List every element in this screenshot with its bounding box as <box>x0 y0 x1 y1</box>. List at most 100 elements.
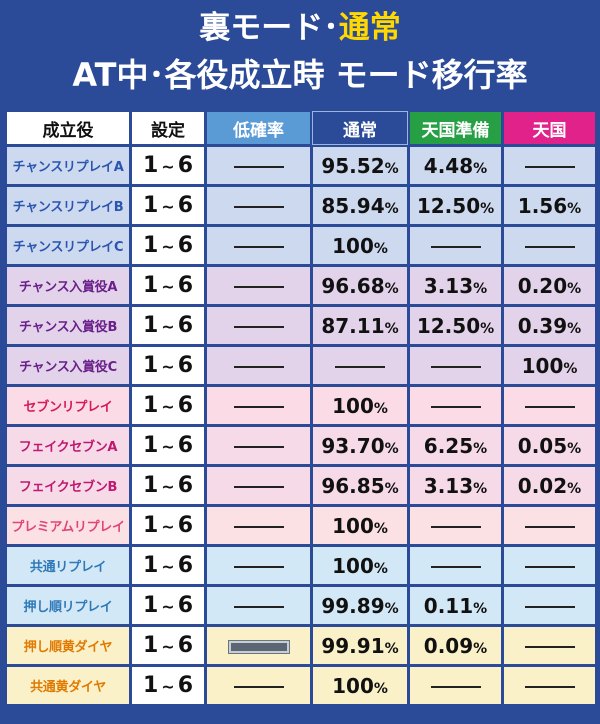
range-separator: ~ <box>161 637 175 656</box>
setting-to: 6 <box>177 273 194 298</box>
cell-name: チャンスリプレイB <box>7 187 129 224</box>
dash-mark <box>524 406 575 408</box>
setting-from: 1 <box>142 473 159 498</box>
table-row: チャンスリプレイA 1 ~6 95.52% 4.48% <box>7 147 595 184</box>
cell-low <box>207 627 310 664</box>
setting-to: 6 <box>177 673 194 698</box>
table-row: 押し順黄ダイヤ 1 ~6 99.91% 0.09% <box>7 627 595 664</box>
cell-heaven: 0.39% <box>504 307 595 344</box>
cell-value: 99.91 <box>321 633 385 658</box>
cell-low <box>207 667 310 704</box>
table-row: フェイクセブンA 1 ~6 93.70% 6.25% 0.05% <box>7 427 595 464</box>
dash-mark <box>430 406 481 408</box>
cell-value: 0.09 <box>423 633 474 658</box>
setting-from: 1 <box>142 233 159 258</box>
setting-from: 1 <box>142 313 159 338</box>
cell-heaven <box>504 507 595 544</box>
percent-sign: % <box>473 600 488 617</box>
cell-heaven: 0.02% <box>504 467 595 504</box>
setting-from: 1 <box>142 193 159 218</box>
cell-name: 押し順黄ダイヤ <box>7 627 129 664</box>
cell-setting: 1 ~6 <box>132 267 204 304</box>
cell-normal <box>313 347 407 384</box>
cell-heaven: 0.20% <box>504 267 595 304</box>
cell-value: 4.48 <box>423 153 474 178</box>
cell-normal: 100% <box>313 547 407 584</box>
cell-heaven <box>504 547 595 584</box>
range-separator: ~ <box>161 477 175 496</box>
cell-value: 100 <box>521 353 564 378</box>
cell-prep <box>410 227 501 264</box>
dash-mark <box>233 526 284 528</box>
cell-value: 93.70 <box>321 433 385 458</box>
percent-sign: % <box>473 160 488 177</box>
percent-sign: % <box>567 480 582 497</box>
cell-normal: 99.91% <box>313 627 407 664</box>
dash-mark <box>233 166 284 168</box>
cell-value: 3.13 <box>423 273 474 298</box>
range-separator: ~ <box>161 437 175 456</box>
percent-sign: % <box>473 640 488 657</box>
table-row: チャンス入賞役B 1 ~6 87.11% 12.50% 0.39% <box>7 307 595 344</box>
cell-setting: 1 ~6 <box>132 347 204 384</box>
cell-prep <box>410 507 501 544</box>
cell-prep <box>410 667 501 704</box>
cell-setting: 1 ~6 <box>132 547 204 584</box>
cell-value: 12.50 <box>416 313 481 338</box>
cell-normal: 85.94% <box>313 187 407 224</box>
percent-sign: % <box>384 320 399 337</box>
cell-normal: 87.11% <box>313 307 407 344</box>
setting-from: 1 <box>142 673 159 698</box>
cell-name: 共通リプレイ <box>7 547 129 584</box>
cell-normal: 95.52% <box>313 147 407 184</box>
table-header-row: 成立役 設定 低確率 通常 天国準備 天国 <box>7 111 595 145</box>
page-title: 裏モード･通常 AT中･各役成立時 モード移行率 <box>0 0 600 108</box>
range-separator: ~ <box>161 357 175 376</box>
header-setting: 設定 <box>132 112 204 144</box>
cell-setting: 1 ~6 <box>132 467 204 504</box>
setting-to: 6 <box>177 433 194 458</box>
cell-heaven: 0.05% <box>504 427 595 464</box>
cell-prep: 3.13% <box>410 467 501 504</box>
mode-transition-table: 成立役 設定 低確率 通常 天国準備 天国 チャンスリプレイA 1 ~6 95.52%… <box>4 109 598 707</box>
cell-prep <box>410 387 501 424</box>
setting-to: 6 <box>177 473 194 498</box>
cell-normal: 100% <box>313 227 407 264</box>
percent-sign: % <box>384 600 399 617</box>
header-low: 低確率 <box>207 112 310 144</box>
cell-low <box>207 347 310 384</box>
setting-to: 6 <box>177 153 194 178</box>
header-prep: 天国準備 <box>410 112 501 144</box>
percent-sign: % <box>384 640 399 657</box>
range-separator: ~ <box>161 397 175 416</box>
percent-sign: % <box>480 320 495 337</box>
range-separator: ~ <box>161 677 175 696</box>
cell-setting: 1 ~6 <box>132 227 204 264</box>
dash-mark <box>430 566 481 568</box>
setting-from: 1 <box>142 513 159 538</box>
table-row: チャンス入賞役C 1 ~6 100% <box>7 347 595 384</box>
percent-sign: % <box>384 200 399 217</box>
cell-heaven <box>504 147 595 184</box>
setting-to: 6 <box>177 353 194 378</box>
cell-prep <box>410 547 501 584</box>
cell-value: 96.85 <box>321 473 385 498</box>
percent-sign: % <box>373 560 388 577</box>
cell-prep: 12.50% <box>410 187 501 224</box>
cell-value: 6.25 <box>423 433 474 458</box>
range-separator: ~ <box>161 517 175 536</box>
range-separator: ~ <box>161 557 175 576</box>
cell-value: 100 <box>332 513 374 538</box>
cell-low <box>207 267 310 304</box>
dash-mark <box>233 326 284 328</box>
setting-to: 6 <box>177 393 194 418</box>
cell-low <box>207 387 310 424</box>
cell-setting: 1 ~6 <box>132 587 204 624</box>
percent-sign: % <box>373 400 388 417</box>
cell-setting: 1 ~6 <box>132 627 204 664</box>
title-prefix: 裏モード･ <box>199 10 339 46</box>
dash-mark <box>430 526 481 528</box>
range-separator: ~ <box>161 237 175 256</box>
cell-low <box>207 587 310 624</box>
dash-mark <box>524 606 575 608</box>
